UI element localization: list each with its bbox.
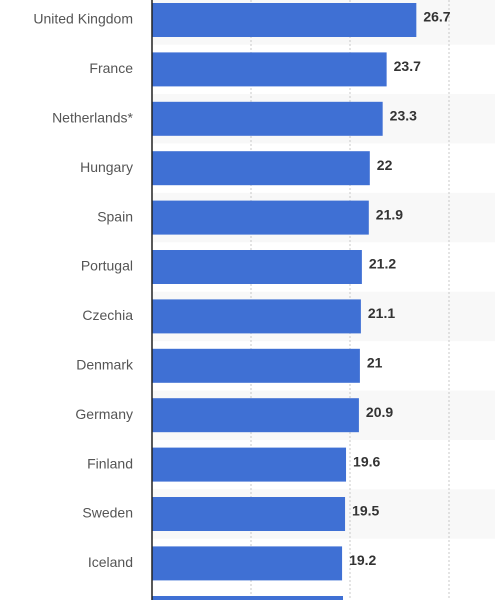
value-label: 21.1 [368,305,395,321]
value-label: 19.2 [349,552,376,568]
value-label: 23.3 [390,108,417,124]
value-label: 23.7 [394,58,421,74]
bar [152,101,383,136]
bar [152,3,417,37]
value-label: 21 [367,355,383,371]
bar [152,250,362,284]
category-label: Iceland [88,554,133,570]
category-label: Finland [87,455,133,471]
bar [152,546,343,581]
bar [152,447,347,482]
bar [152,200,369,235]
value-label: 21.9 [376,206,403,222]
value-label: 19.5 [352,503,379,519]
bar [152,497,346,531]
category-label: France [89,60,133,76]
category-label: Spain [97,208,133,224]
bar [152,398,359,433]
category-label: Denmark [76,357,134,373]
value-label: 19.6 [353,453,380,469]
category-label: Netherlands* [52,110,133,126]
bar [152,299,361,334]
partial-bar [152,596,343,600]
value-label: 22 [377,157,393,173]
category-label: Germany [75,406,133,422]
value-label: 26.7 [423,9,450,25]
value-label: 20.9 [366,404,393,420]
bar [152,151,370,186]
category-label: Hungary [80,159,133,175]
category-label: United Kingdom [33,11,133,27]
value-label: 21.2 [369,256,396,272]
bar [152,52,387,87]
category-label: Sweden [82,505,133,521]
category-label: Czechia [82,307,133,323]
category-label: Portugal [81,258,133,274]
bar [152,348,360,383]
